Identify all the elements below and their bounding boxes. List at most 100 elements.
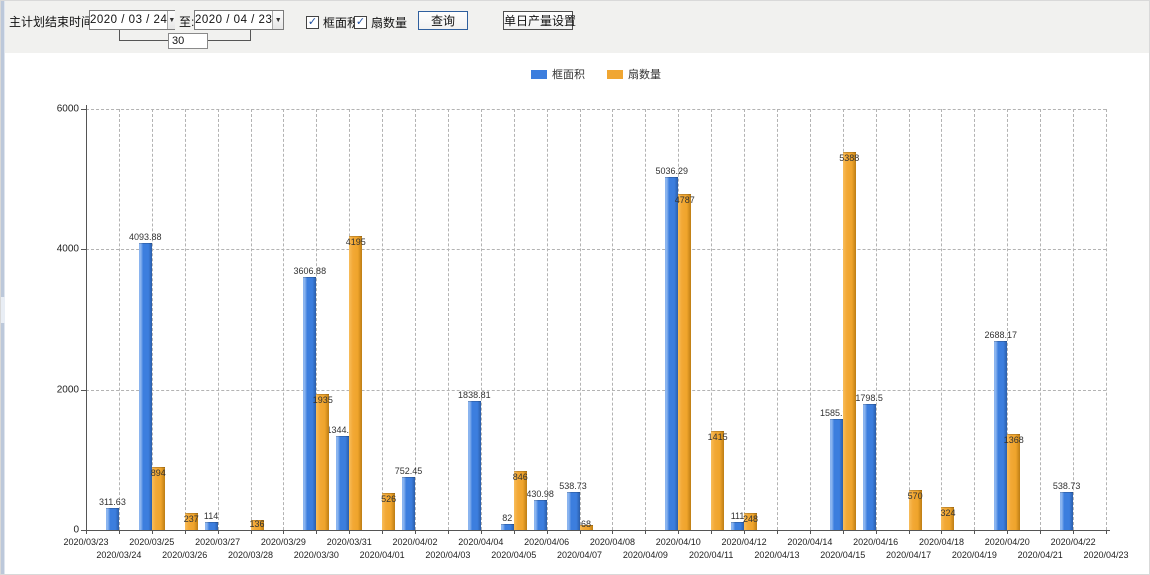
fan-count-checkbox-label: 扇数量 bbox=[371, 16, 408, 30]
bar-frame-area bbox=[402, 477, 416, 530]
bar-fan-count bbox=[1007, 434, 1021, 530]
legend-item-fan-count[interactable]: 扇数量 bbox=[607, 66, 661, 82]
x-axis-label: 2020/03/30 bbox=[293, 550, 339, 560]
bar-value-label: 5388 bbox=[839, 152, 860, 163]
x-tick-mark bbox=[875, 530, 877, 534]
bar-value-label: 311.63 bbox=[98, 497, 126, 508]
x-axis-label: 2020/03/23 bbox=[63, 537, 109, 547]
y-axis-label: 2000 bbox=[56, 384, 79, 396]
x-tick-mark bbox=[744, 530, 746, 534]
bar-frame-area bbox=[731, 522, 745, 530]
x-axis-label: 2020/04/10 bbox=[655, 537, 701, 547]
x-axis-label: 2020/04/11 bbox=[688, 550, 734, 560]
bar-value-label: 846 bbox=[512, 471, 528, 482]
grid-line-vertical bbox=[908, 109, 910, 530]
bar-value-label: 5036.29 bbox=[655, 165, 689, 176]
x-axis-label: 2020/04/19 bbox=[951, 550, 997, 560]
x-axis-label: 2020/03/27 bbox=[195, 537, 241, 547]
grid-line-vertical bbox=[447, 109, 449, 530]
x-axis-label: 2020/03/28 bbox=[227, 550, 274, 560]
bar-value-label: 1935 bbox=[312, 395, 333, 406]
grid-line-vertical bbox=[612, 109, 614, 530]
x-axis-label: 2020/04/20 bbox=[984, 537, 1030, 547]
x-axis-label: 2020/04/13 bbox=[754, 550, 800, 560]
bar-fan-count bbox=[513, 470, 527, 530]
bar-frame-area bbox=[500, 524, 514, 530]
x-axis-label: 2020/04/08 bbox=[589, 537, 635, 547]
bar-frame-area bbox=[533, 499, 547, 530]
bar-value-label: 4093.88 bbox=[129, 231, 162, 242]
x-tick-mark bbox=[1007, 530, 1009, 534]
interval-days-input[interactable] bbox=[168, 33, 208, 49]
x-axis-label: 2020/04/22 bbox=[1050, 537, 1096, 547]
bar-value-label: 3606.88 bbox=[293, 265, 327, 276]
bar-value-label: 538.73 bbox=[1052, 481, 1081, 492]
x-axis-label: 2020/04/04 bbox=[458, 537, 504, 547]
bar-value-label: 1838.81 bbox=[458, 389, 491, 400]
x-axis-label: 2020/03/31 bbox=[326, 537, 372, 547]
x-axis-label: 2020/04/05 bbox=[491, 550, 537, 560]
x-tick-mark bbox=[941, 530, 943, 534]
x-axis-label: 2020/04/03 bbox=[425, 550, 471, 560]
grid-line-vertical bbox=[1040, 109, 1042, 530]
fan-count-swatch bbox=[607, 69, 623, 79]
query-button[interactable]: 查询 bbox=[418, 11, 468, 30]
chevron-down-icon[interactable]: ▼ bbox=[167, 11, 176, 29]
y-tick-mark bbox=[81, 249, 86, 251]
y-tick-mark bbox=[81, 109, 86, 110]
x-tick-mark bbox=[678, 530, 680, 534]
daily-output-settings-button[interactable]: 单日产量设置 bbox=[503, 11, 576, 30]
bar-frame-area bbox=[138, 242, 152, 530]
bar-value-label: 894 bbox=[150, 468, 166, 479]
bar-value-label: 4195 bbox=[345, 236, 366, 247]
bar-frame-area bbox=[336, 435, 350, 530]
x-tick-mark bbox=[612, 530, 614, 534]
splitter-handle[interactable] bbox=[1, 297, 5, 323]
bar-fan-count bbox=[382, 493, 396, 530]
bar-fan-count bbox=[908, 490, 922, 530]
x-tick-mark bbox=[250, 530, 252, 534]
date-from-value: 2020 / 03 / 24 bbox=[90, 14, 168, 26]
x-axis-label: 2020/04/12 bbox=[721, 537, 767, 547]
chart-legend: 框面积 扇数量 bbox=[86, 66, 1106, 82]
x-axis-label: 2020/04/02 bbox=[392, 537, 438, 547]
bar-value-label: 2688.17 bbox=[984, 330, 1018, 341]
bar-value-label: 68 bbox=[581, 519, 592, 529]
bar-value-label: 1344.95 bbox=[326, 424, 359, 435]
bar-fan-count bbox=[678, 194, 692, 530]
legend-item-frame-area[interactable]: 框面积 bbox=[531, 66, 585, 82]
window-left-border bbox=[1, 1, 5, 574]
bar-value-label: 248 bbox=[743, 513, 759, 524]
frame-area-checkbox[interactable]: ✓ bbox=[306, 16, 319, 29]
x-axis-label: 2020/03/29 bbox=[260, 537, 306, 547]
bar-value-label: 1415 bbox=[707, 431, 728, 442]
bar-value-label: 324 bbox=[940, 508, 956, 519]
fan-count-checkbox[interactable]: ✓ bbox=[354, 16, 367, 29]
x-tick-mark bbox=[546, 530, 548, 534]
fan-count-checkbox-group: ✓ 扇数量 bbox=[354, 14, 407, 31]
bar-value-label: 1368 bbox=[1003, 435, 1024, 445]
x-axis-label: 2020/04/18 bbox=[918, 537, 964, 547]
date-to-picker[interactable]: 2020 / 04 / 23 ▼ bbox=[194, 10, 284, 30]
bar-frame-area bbox=[829, 418, 843, 530]
grid-line-vertical bbox=[151, 109, 153, 530]
bar-value-label: 526 bbox=[381, 494, 397, 505]
x-tick-mark bbox=[86, 530, 87, 534]
bar-fan-count bbox=[842, 151, 856, 530]
date-from-picker[interactable]: 2020 / 03 / 24 ▼ bbox=[89, 10, 176, 30]
x-axis-label: 2020/04/21 bbox=[1017, 550, 1063, 560]
x-tick-mark bbox=[447, 530, 449, 534]
chevron-down-icon[interactable]: ▼ bbox=[272, 11, 283, 29]
x-axis-label: 2020/04/16 bbox=[853, 537, 899, 547]
bar-value-label: 136 bbox=[249, 519, 265, 529]
x-tick-mark bbox=[579, 530, 581, 534]
y-axis-label: 4000 bbox=[56, 243, 79, 255]
grid-line-vertical bbox=[1106, 109, 1107, 530]
bar-fan-count bbox=[744, 512, 758, 530]
bar-fan-count bbox=[316, 394, 330, 530]
x-axis-label: 2020/04/09 bbox=[622, 550, 668, 560]
bar-frame-area bbox=[105, 508, 119, 530]
x-axis-label: 2020/04/07 bbox=[557, 550, 603, 560]
x-tick-mark bbox=[513, 530, 515, 534]
